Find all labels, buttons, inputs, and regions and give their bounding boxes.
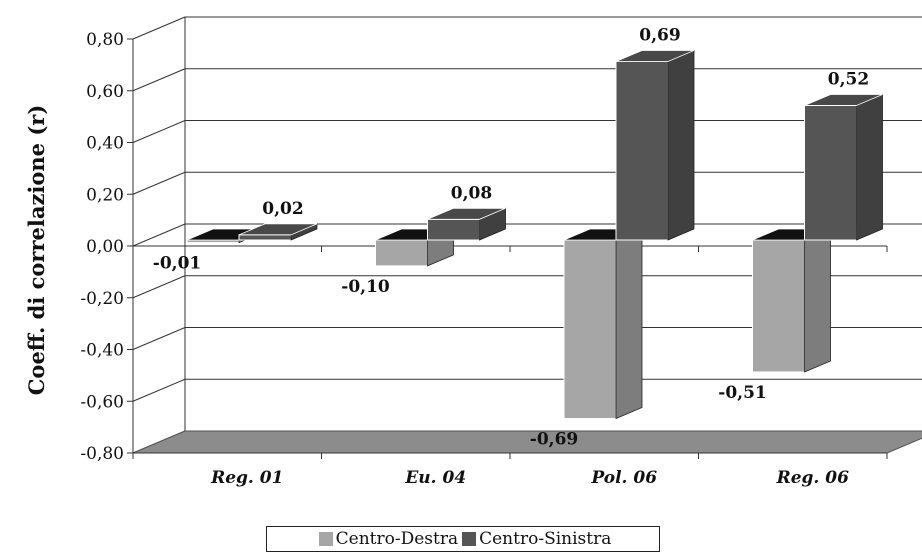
legend: Centro-Destra Centro-Sinistra — [266, 526, 660, 552]
data-label-centro-sinistra-eu-04: 0,08 — [451, 183, 492, 203]
bar-top-centro-sinistra-eu-04 — [427, 207, 506, 220]
legend-swatch-centro-destra — [318, 532, 333, 546]
legend-swatch-centro-sinistra — [462, 532, 477, 546]
bar-top-centro-sinistra-reg-06 — [804, 94, 883, 106]
bar-centro-destra-eu-04 — [375, 239, 428, 267]
y-tick-label: -0,40 — [80, 341, 124, 361]
gridline-depth — [132, 16, 186, 40]
bar-centro-sinistra-eu-04 — [427, 218, 480, 241]
gridline-depth — [132, 378, 186, 402]
y-tick-label: 0,00 — [86, 237, 124, 257]
bar-centro-destra-pol-06 — [563, 239, 617, 420]
data-label-centro-destra-reg-01: -0,01 — [153, 254, 201, 274]
category-label-eu-04: Eu. 04 — [404, 468, 466, 488]
legend-label-centro-destra: Centro-Destra — [335, 529, 459, 549]
bar-centro-sinistra-pol-06 — [615, 60, 669, 241]
data-label-centro-destra-pol-06: -0,69 — [530, 430, 578, 450]
bar-top-centro-sinistra-pol-06 — [615, 50, 695, 62]
data-label-centro-sinistra-reg-01: 0,02 — [262, 199, 303, 219]
legend-item-centro-sinistra: Centro-Sinistra — [458, 529, 611, 549]
y-tick-label: 0,20 — [86, 185, 124, 205]
bar-side-centro-sinistra-pol-06 — [667, 49, 695, 241]
gridline-depth — [132, 223, 186, 247]
data-label-centro-sinistra-reg-06: 0,52 — [828, 69, 869, 89]
chart-floor — [132, 430, 922, 454]
bar-centro-sinistra-reg-06 — [804, 104, 857, 241]
bar-top-centro-sinistra-reg-01 — [238, 223, 318, 236]
y-tick-label: -0,20 — [80, 289, 124, 309]
legend-label-centro-sinistra: Centro-Sinistra — [479, 529, 612, 549]
data-label-centro-sinistra-pol-06: 0,69 — [639, 25, 680, 45]
bars — [186, 49, 883, 420]
y-tick-label: 0,60 — [86, 82, 124, 102]
category-label-pol-06: Pol. 06 — [590, 468, 657, 488]
bar-side-centro-destra-pol-06 — [615, 228, 643, 420]
y-tick-label: 0,40 — [86, 134, 124, 154]
gridline-depth — [132, 171, 186, 195]
legend-item-centro-destra: Centro-Destra — [315, 529, 458, 549]
y-axis-label: Coeff. di correlazione (r) — [24, 105, 49, 396]
labels: Reg. 01 Eu. 04 Pol. 06 Reg. 06 -0,01 0,02 -0,1… — [153, 25, 869, 488]
data-label-centro-destra-reg-06: -0,51 — [718, 383, 766, 403]
bar-side-centro-destra-reg-06 — [804, 228, 831, 373]
gridline-depth — [132, 275, 186, 299]
axes: 0,80 0,60 0,40 0,20 0,00 -0,20 -0,40 -0,60 -0,80 — [80, 30, 888, 464]
data-label-centro-destra-eu-04: -0,10 — [341, 277, 390, 297]
gridline-depth — [132, 327, 186, 350]
bar-centro-sinistra-reg-01 — [238, 234, 292, 241]
category-label-reg-06: Reg. 06 — [776, 468, 849, 488]
bar-side-centro-sinistra-reg-06 — [856, 93, 883, 241]
gridline-depth — [132, 68, 186, 92]
category-label-reg-01: Reg. 01 — [210, 468, 283, 488]
gridline-depth — [132, 120, 186, 143]
bar-centro-destra-reg-06 — [752, 239, 805, 373]
y-tick-label: -0,60 — [80, 392, 124, 412]
y-tick-label: -0,80 — [80, 444, 124, 464]
y-tick-label: 0,80 — [86, 30, 124, 50]
